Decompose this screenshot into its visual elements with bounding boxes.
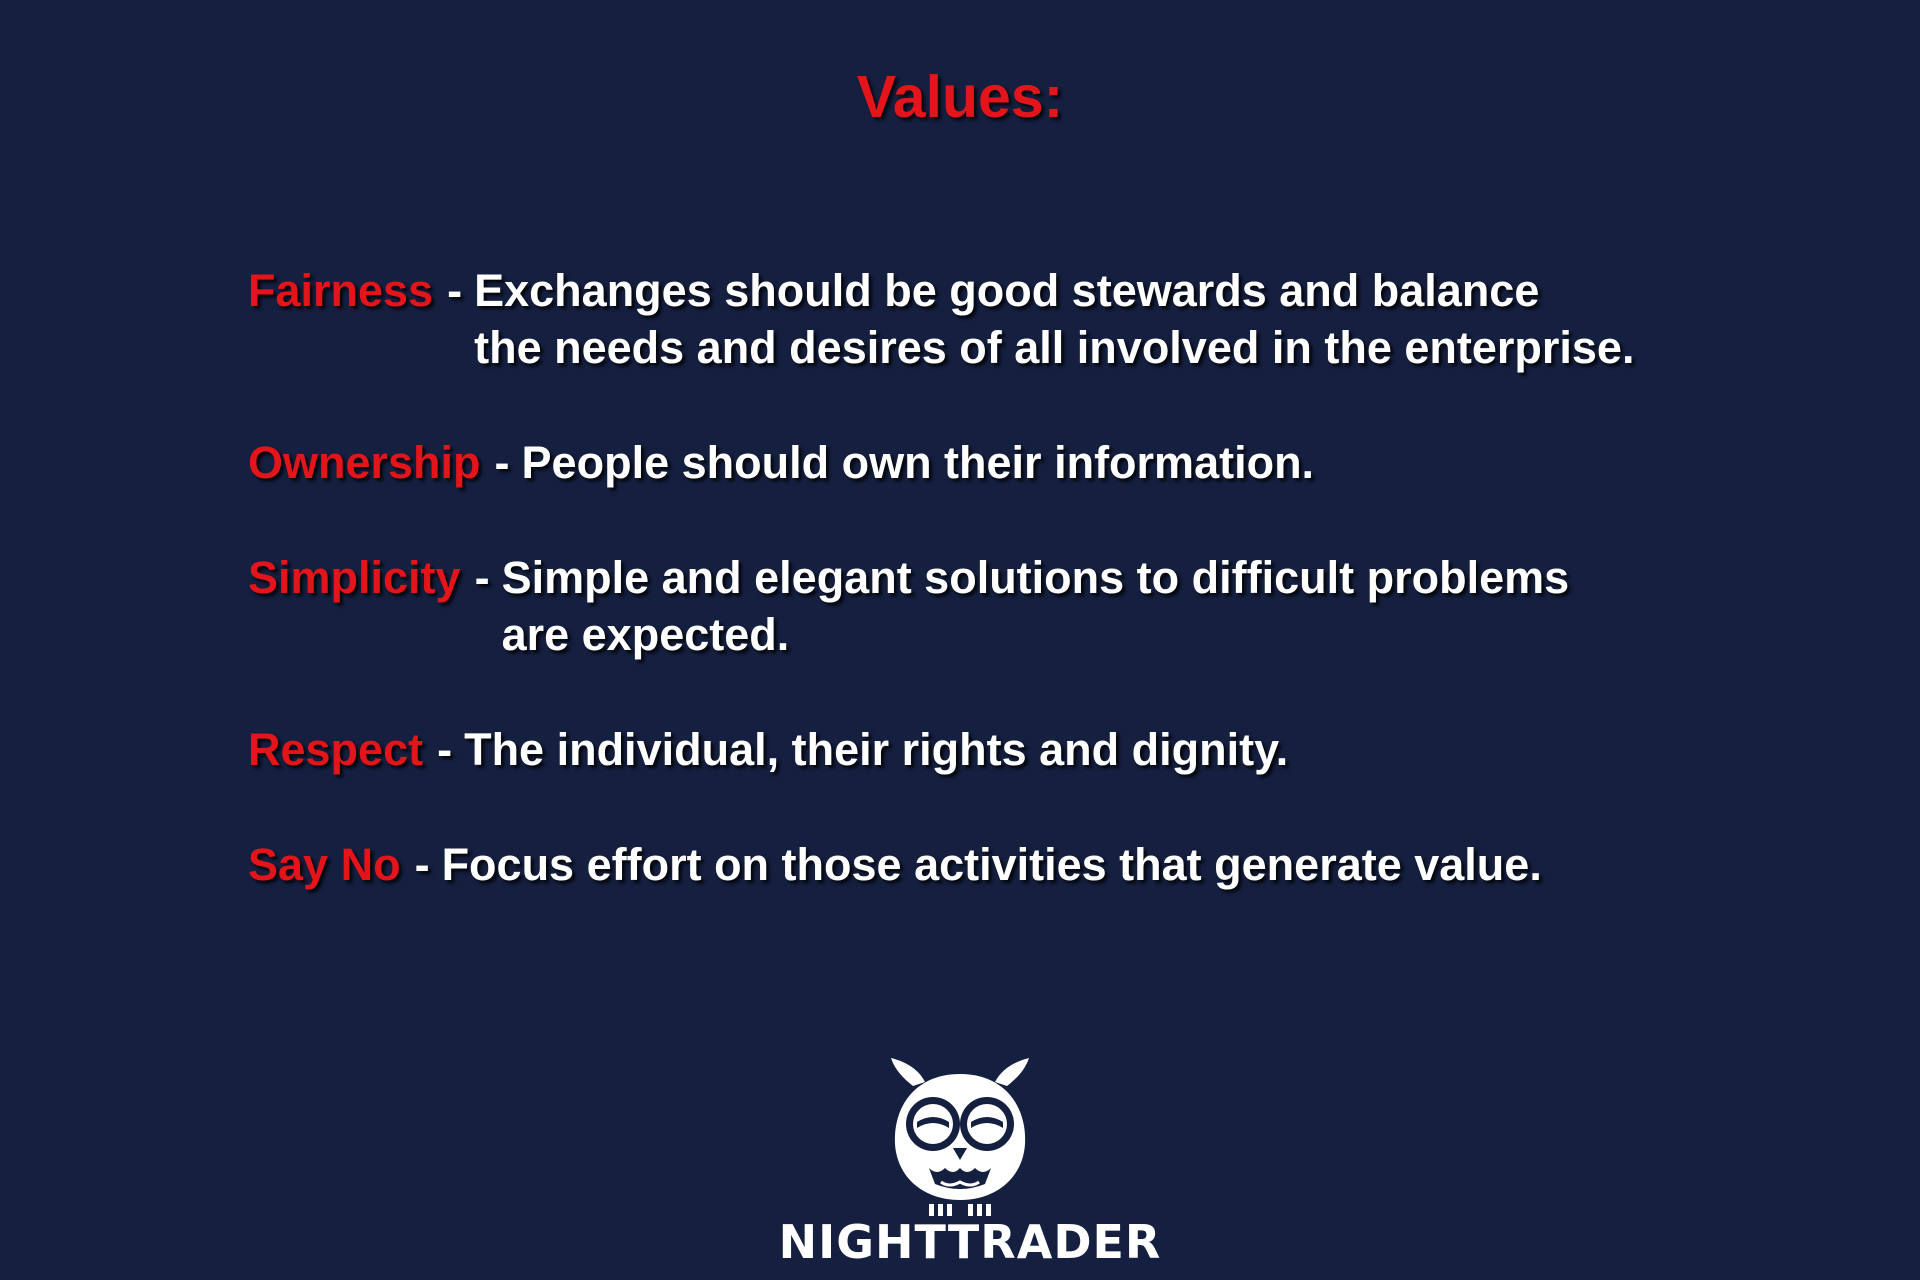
- value-separator: -: [437, 724, 453, 775]
- value-description-line: the needs and desires of all involved in…: [474, 322, 1635, 373]
- value-separator: -: [447, 265, 463, 316]
- value-description-line: Focus effort on those activities that ge…: [441, 839, 1542, 890]
- value-item-simplicity: Simplicity - Simple and elegant solution…: [248, 549, 1634, 663]
- owl-icon: [891, 1058, 1029, 1216]
- value-term: Say No: [248, 839, 401, 890]
- value-description: The individual, their rights and dignity…: [464, 721, 1288, 778]
- value-description-line: Exchanges should be good stewards and ba…: [474, 265, 1540, 316]
- value-separator: -: [414, 839, 430, 890]
- logo-text: NIGHTTRADER: [778, 1215, 1162, 1269]
- value-separator: -: [494, 437, 510, 488]
- values-list: Fairness - Exchanges should be good stew…: [248, 262, 1634, 893]
- value-description: Focus effort on those activities that ge…: [442, 836, 1542, 893]
- value-description-line: Simple and elegant solutions to difficul…: [501, 552, 1570, 603]
- value-term: Respect: [248, 724, 424, 775]
- value-description-line: The individual, their rights and dignity…: [464, 724, 1289, 775]
- nighttrader-logo: NIGHTTRADER: [0, 1052, 1920, 1265]
- value-item-say-no: Say No - Focus effort on those activitie…: [248, 836, 1634, 893]
- value-item-fairness: Fairness - Exchanges should be good stew…: [248, 262, 1634, 376]
- slide-title: Values:: [856, 64, 1064, 130]
- value-item-respect: Respect - The individual, their rights a…: [248, 721, 1634, 778]
- value-description: Exchanges should be good stewards and ba…: [474, 262, 1634, 376]
- value-description-line: People should own their information.: [521, 437, 1315, 488]
- value-term: Fairness: [248, 265, 434, 316]
- value-description-line: are expected.: [501, 609, 790, 660]
- value-description: Simple and elegant solutions to difficul…: [502, 549, 1570, 663]
- value-item-ownership: Ownership - People should own their info…: [248, 434, 1634, 491]
- value-term: Simplicity: [248, 552, 461, 603]
- value-term: Ownership: [248, 437, 481, 488]
- value-separator: -: [474, 552, 490, 603]
- value-description: People should own their information.: [522, 434, 1315, 491]
